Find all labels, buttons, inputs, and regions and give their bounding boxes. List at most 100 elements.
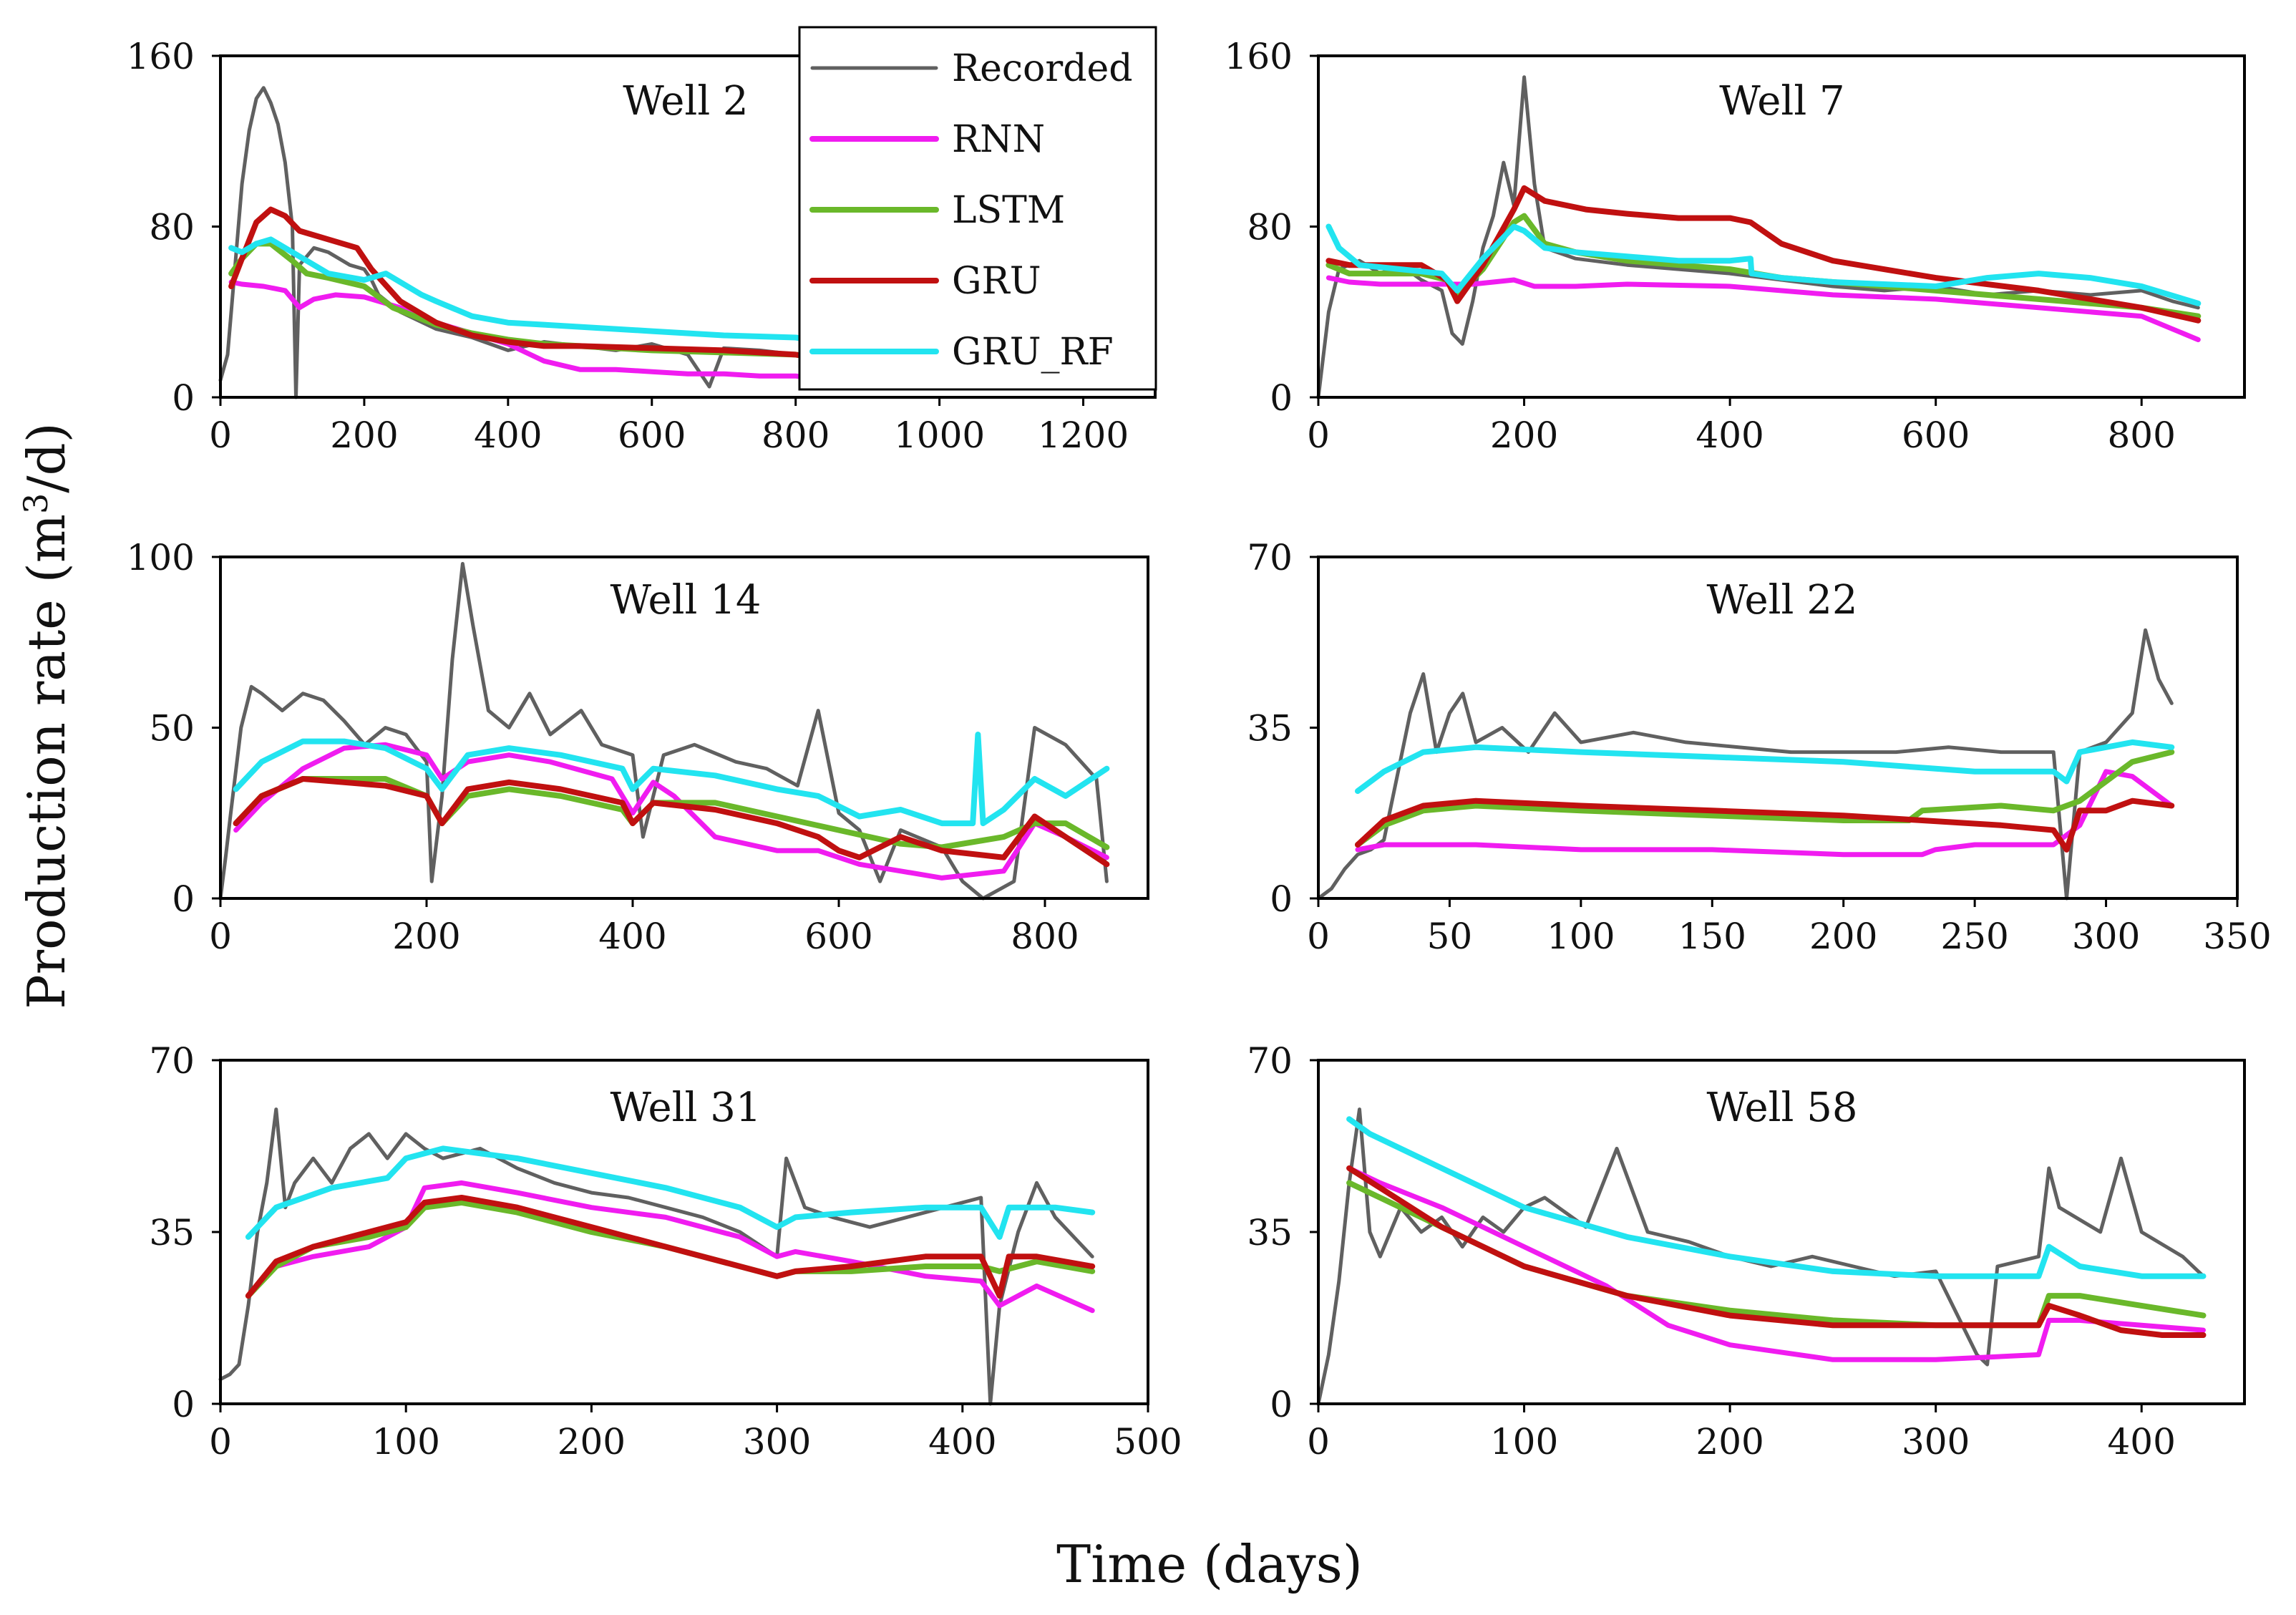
panel-5: 0 100 200 300 400 0 35 70 Well 58 [1247, 1040, 2246, 1463]
x-tick-label: 200 [1696, 1421, 1764, 1463]
series-gru-rf-line [1355, 739, 2175, 795]
x-tick-label: 600 [618, 414, 686, 456]
series-lstm-line [1346, 1180, 2207, 1329]
series-gru-rf-line [1325, 223, 2202, 306]
y-axis-label-main: Production rate (m [16, 514, 77, 1009]
series-gru-rf-line [228, 236, 813, 343]
x-tick-label: 50 [1427, 916, 1473, 957]
x-tick-label: 400 [474, 414, 542, 456]
y-tick-label: 0 [172, 1384, 195, 1425]
series-rnn-line [245, 1180, 1095, 1314]
series-recorded-line [218, 562, 1109, 901]
y-tick-label: 70 [1247, 537, 1293, 578]
y-tick-label: 35 [149, 1212, 195, 1253]
series-recorded-line [218, 1107, 1094, 1406]
legend-label-rnn: RNN [952, 118, 1045, 161]
x-tick-label: 0 [1307, 916, 1330, 957]
legend-label-recorded: Recorded [952, 47, 1133, 90]
panel-2: 0 200 400 600 800 0 50 100 Well 14 [127, 537, 1149, 957]
x-tick-label: 0 [209, 916, 232, 957]
x-tick-label: 400 [598, 916, 666, 957]
panel-0: 0 200 400 600 800 1000 1200 0 80 160 Well 2 [127, 36, 1157, 456]
panel-title: Well 7 [1719, 78, 1844, 125]
x-tick-label: 150 [1678, 916, 1746, 957]
x-tick-label: 1200 [1038, 414, 1129, 456]
series-gru-line [1355, 797, 2175, 853]
x-tick-label: 0 [209, 1421, 232, 1463]
x-axis-label: Time (days) [1056, 1534, 1363, 1594]
series-group [1316, 75, 2202, 399]
y-tick-label: 35 [1247, 1212, 1293, 1253]
legend: Recorded RNN LSTM GRU GRU_RF [798, 26, 1157, 391]
series-gru-line [245, 1195, 1096, 1299]
x-tick-label: 1000 [894, 414, 985, 456]
y-tick-label: 100 [127, 537, 195, 578]
x-tick-label: 800 [762, 414, 830, 456]
y-tick-label: 50 [149, 708, 195, 750]
series-gru-rf-line [1346, 1116, 2207, 1279]
series-group [218, 1107, 1096, 1406]
series-gru-line [233, 776, 1110, 868]
x-tick-label: 200 [1809, 916, 1877, 957]
x-tick-label: 100 [1490, 1421, 1558, 1463]
x-tick-label: 0 [1307, 1421, 1330, 1463]
x-tick-label: 200 [330, 414, 398, 456]
y-tick-label: 0 [172, 878, 195, 920]
y-tick-label: 160 [1225, 36, 1293, 77]
series-group [1316, 1107, 2207, 1406]
series-gru-line [1346, 1165, 2207, 1338]
panel-1: 0 200 400 600 800 0 80 160 Well 7 [1225, 36, 2246, 456]
x-tick-label: 0 [209, 414, 232, 456]
y-tick-label: 80 [149, 207, 195, 248]
y-tick-label: 0 [1270, 1384, 1293, 1425]
x-tick-label: 500 [1114, 1421, 1182, 1463]
y-tick-label: 0 [1270, 377, 1293, 419]
series-recorded-line [1316, 1107, 2205, 1406]
series-recorded-line [1316, 628, 2174, 901]
y-tick-label: 0 [172, 377, 195, 419]
y-axis-label-sup: 3 [16, 493, 55, 514]
x-tick-label: 0 [1307, 414, 1330, 456]
series-rnn-line [1325, 275, 2201, 342]
panel-4: 0 100 200 300 400 500 0 35 70 Well 31 [149, 1040, 1182, 1463]
y-tick-label: 80 [1247, 207, 1293, 248]
x-tick-label: 300 [743, 1421, 811, 1463]
y-tick-label: 35 [1247, 708, 1293, 750]
panel-3: 0 50 100 150 200 250 300 350 0 35 70 Well 22 [1247, 537, 2271, 957]
series-rnn-line [228, 279, 813, 381]
legend-label-gru-rf: GRU_RF [952, 331, 1114, 374]
series-group [218, 86, 813, 399]
series-gru-rf-line [233, 732, 1110, 827]
y-tick-label: 70 [149, 1040, 195, 1082]
x-tick-label: 600 [1902, 414, 1970, 456]
series-gru-line [228, 206, 813, 360]
y-axis-label-end: /d) [16, 422, 77, 493]
x-tick-label: 350 [2203, 916, 2271, 957]
x-tick-label: 200 [392, 916, 460, 957]
x-tick-label: 400 [928, 1421, 996, 1463]
panel-title: Well 2 [623, 78, 748, 125]
y-axis-label: Production rate (m3/d) [16, 422, 77, 1009]
panel-title: Well 22 [1706, 577, 1857, 624]
x-tick-label: 400 [2108, 1421, 2176, 1463]
x-tick-label: 200 [1490, 414, 1558, 456]
series-group [1316, 628, 2175, 901]
x-tick-label: 300 [2072, 916, 2140, 957]
y-tick-label: 160 [127, 36, 195, 77]
series-rnn-line [1346, 1165, 2206, 1362]
x-tick-label: 200 [558, 1421, 626, 1463]
x-tick-label: 800 [1011, 916, 1079, 957]
panel-title: Well 58 [1706, 1085, 1857, 1131]
legend-label-gru: GRU [952, 260, 1041, 303]
x-tick-label: 400 [1696, 414, 1764, 456]
panel-title: Well 14 [610, 577, 761, 624]
x-tick-label: 250 [1940, 916, 2008, 957]
x-tick-label: 100 [1547, 916, 1615, 957]
y-tick-label: 0 [1270, 878, 1293, 920]
x-tick-label: 800 [2108, 414, 2176, 456]
series-recorded-line [1316, 75, 2200, 399]
panel-title: Well 31 [610, 1085, 761, 1131]
series-group [218, 562, 1110, 901]
x-tick-label: 100 [371, 1421, 439, 1463]
